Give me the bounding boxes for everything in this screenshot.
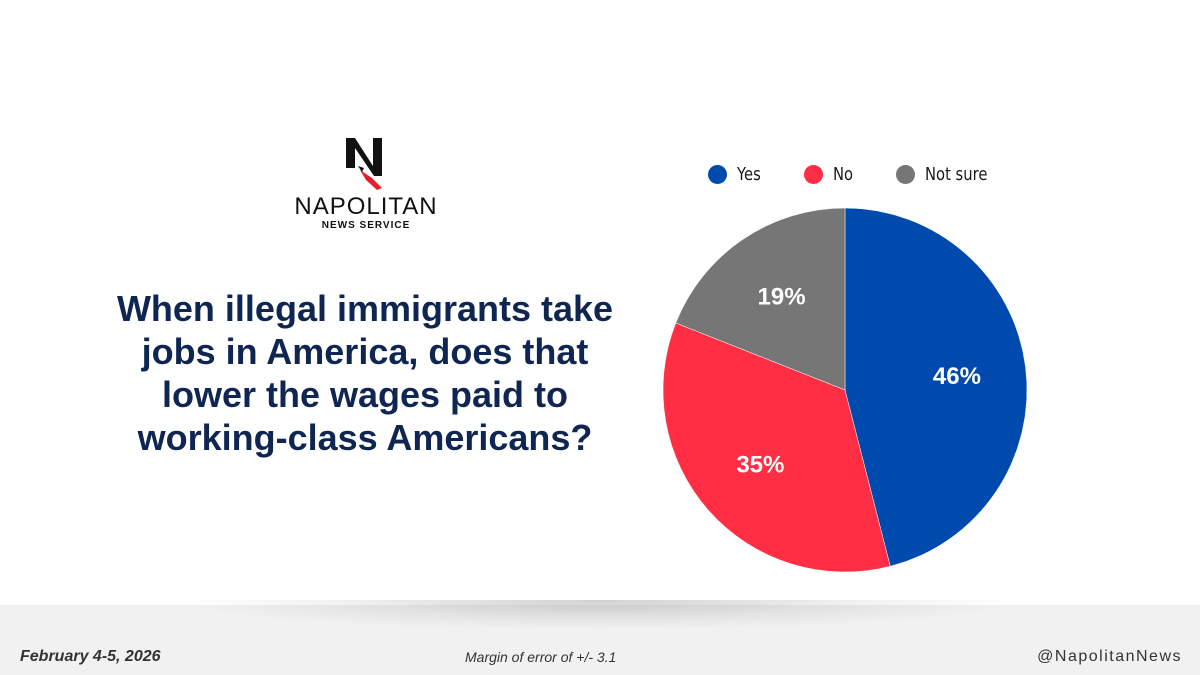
legend-label: Not sure	[924, 163, 987, 185]
chart-legend: Yes No Not sure	[708, 160, 1039, 188]
n-monogram-icon	[346, 138, 382, 190]
margin-of-error: Margin of error of +/- 3.1	[465, 649, 617, 665]
legend-swatch	[804, 164, 824, 184]
napolitan-logo: NAPOLITAN NEWS SERVICE	[280, 138, 452, 232]
brand-subtitle: NEWS SERVICE	[321, 220, 411, 231]
pie-slice-not-sure	[675, 207, 846, 391]
pie-slice-no	[662, 322, 891, 573]
pie-slice-yes	[844, 207, 1028, 567]
social-handle: @NapolitanNews	[1037, 648, 1182, 665]
legend-item-not-sure: Not sure	[895, 163, 1001, 185]
pie-label-yes: 46%	[933, 363, 981, 390]
card-shadow	[200, 600, 1000, 628]
brand-name: NAPOLITAN	[294, 193, 438, 220]
pie-chart: 46% 35% 19%	[662, 207, 1028, 573]
poll-date: February 4-5, 2026	[20, 648, 161, 665]
legend-item-yes: Yes	[708, 164, 766, 185]
legend-label: Yes	[737, 163, 761, 185]
legend-swatch	[708, 164, 727, 184]
poll-question: When illegal immigrants take jobs in Ame…	[116, 288, 614, 458]
pie-label-no: 35%	[736, 452, 784, 479]
legend-item-no: No	[804, 164, 857, 185]
legend-swatch	[895, 164, 915, 184]
pie-label-not-sure: 19%	[758, 284, 806, 311]
legend-label: No	[833, 163, 854, 185]
